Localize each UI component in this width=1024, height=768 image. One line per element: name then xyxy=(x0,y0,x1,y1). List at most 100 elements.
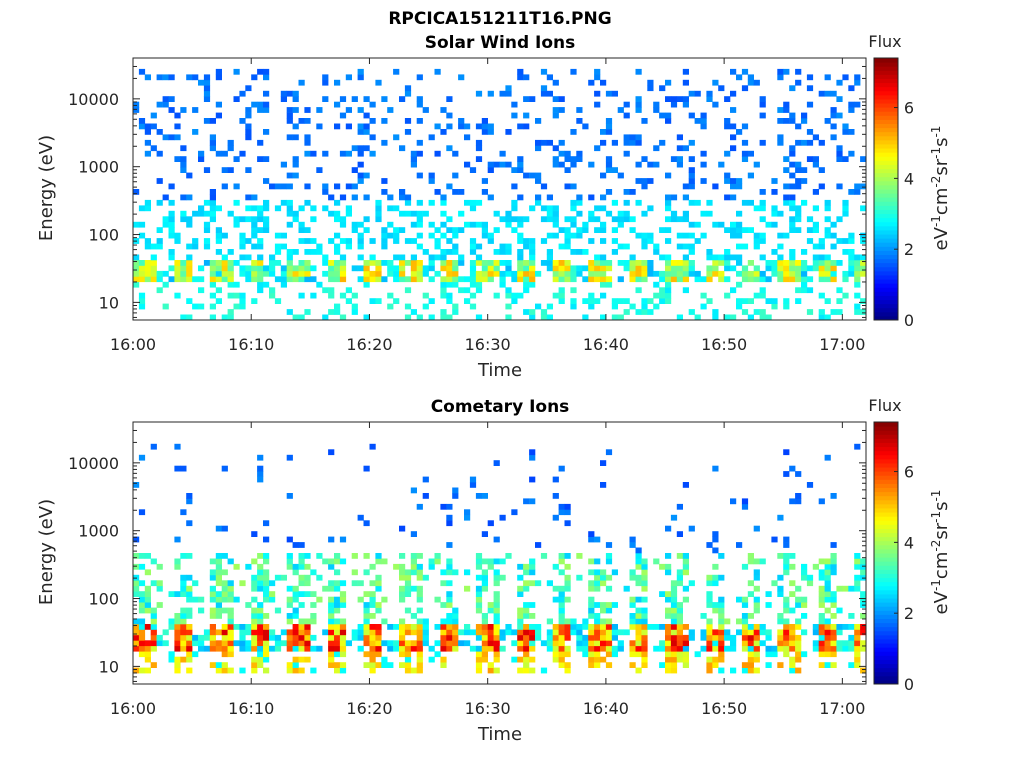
spectrogram-cell xyxy=(286,493,293,499)
colorbar-segment xyxy=(874,143,898,149)
spectrogram-cell xyxy=(257,254,264,261)
spectrogram-cell xyxy=(251,216,258,223)
spectrogram-cell xyxy=(440,309,447,315)
spectrogram-cell xyxy=(292,107,299,113)
spectrogram-cell xyxy=(186,645,193,652)
spectrogram-cell xyxy=(375,205,382,212)
spectrogram-cell xyxy=(446,640,453,647)
colorbar-segment xyxy=(874,565,898,570)
spectrogram-cell xyxy=(783,553,790,559)
spectrogram-cell xyxy=(257,276,264,283)
spectrogram-cell xyxy=(653,107,660,113)
spectrogram-cell xyxy=(588,613,595,619)
spectrogram-cell xyxy=(848,189,855,195)
spectrogram-cell xyxy=(712,79,719,86)
spectrogram-cell xyxy=(576,107,583,113)
spectrogram-cell xyxy=(221,629,228,636)
spectrogram-cell xyxy=(629,542,636,548)
spectrogram-cell xyxy=(523,563,530,570)
spectrogram-cell xyxy=(257,205,264,212)
spectrogram-cell xyxy=(369,134,376,141)
spectrogram-cell xyxy=(712,563,719,570)
spectrogram-cell xyxy=(133,254,140,261)
spectrogram-cell xyxy=(789,221,796,228)
spectrogram-cell xyxy=(523,265,530,272)
spectrogram-cell xyxy=(251,634,258,641)
spectrogram-cell xyxy=(138,292,146,299)
spectrogram-cell xyxy=(848,585,855,592)
spectrogram-cell xyxy=(422,640,429,647)
spectrogram-cell xyxy=(369,298,376,304)
spectrogram-cell xyxy=(186,172,193,179)
spectrogram-cell xyxy=(257,569,264,576)
spectrogram-cell xyxy=(428,172,435,179)
spectrogram-cell xyxy=(806,227,814,233)
spectrogram-cell xyxy=(292,134,299,141)
spectrogram-cell xyxy=(446,314,453,321)
spectrogram-cell xyxy=(860,558,867,565)
spectrogram-cell xyxy=(304,150,311,157)
spectrogram-cell xyxy=(789,183,796,190)
spectrogram-cell xyxy=(209,645,216,652)
colorbar-segment xyxy=(874,307,898,313)
spectrogram-cell xyxy=(375,645,382,652)
spectrogram-cell xyxy=(452,607,459,614)
spectrogram-cell xyxy=(730,232,737,239)
spectrogram-cell xyxy=(192,238,199,244)
spectrogram-cell xyxy=(404,662,412,668)
spectrogram-cell xyxy=(505,216,512,223)
spectrogram-cell xyxy=(286,585,293,592)
spectrogram-cell xyxy=(428,134,435,141)
spectrogram-cell xyxy=(428,276,435,283)
spectrogram-cell xyxy=(523,287,530,294)
spectrogram-cell xyxy=(292,156,299,162)
spectrogram-cell xyxy=(848,624,855,630)
spectrogram-cell xyxy=(493,265,500,272)
spectrogram-cell xyxy=(653,161,660,168)
spectrogram-cell xyxy=(209,210,216,217)
spectrogram-cell xyxy=(511,227,518,233)
spectrogram-cell xyxy=(582,265,589,272)
spectrogram-cell xyxy=(712,629,719,636)
spectrogram-cell xyxy=(665,199,672,206)
spectrogram-cell xyxy=(263,205,270,212)
spectrogram-cell xyxy=(617,276,624,283)
spectrogram-cell xyxy=(215,249,222,255)
x-axis-label: Time xyxy=(477,724,522,745)
spectrogram-cell xyxy=(446,227,453,233)
spectrogram-cell xyxy=(292,667,299,674)
spectrogram-cell xyxy=(818,613,825,619)
spectrogram-cell xyxy=(422,303,429,310)
spectrogram-cell xyxy=(174,292,181,299)
spectrogram-cell xyxy=(416,574,423,581)
spectrogram-cell xyxy=(576,118,583,124)
spectrogram-cell xyxy=(617,221,624,228)
spectrogram-cell xyxy=(215,569,222,576)
spectrogram-cell xyxy=(635,634,642,641)
spectrogram-cell xyxy=(363,123,370,130)
spectrogram-cell xyxy=(724,618,731,625)
spectrogram-cell xyxy=(818,254,825,261)
spectrogram-cell xyxy=(381,118,388,124)
spectrogram-cell xyxy=(351,265,358,272)
spectrogram-cell xyxy=(399,624,406,630)
spectrogram-cell xyxy=(659,563,666,570)
spectrogram-cell xyxy=(570,276,577,283)
spectrogram-cell xyxy=(511,629,518,636)
spectrogram-cell xyxy=(393,205,400,212)
spectrogram-cell xyxy=(576,629,583,636)
spectrogram-cell xyxy=(564,503,571,510)
spectrogram-cell xyxy=(263,265,270,272)
spectrogram-cell xyxy=(464,134,471,141)
spectrogram-cell xyxy=(245,624,252,630)
spectrogram-cell xyxy=(469,303,477,310)
spectrogram-cell xyxy=(670,596,678,603)
spectrogram-cell xyxy=(263,221,270,228)
spectrogram-cell xyxy=(469,645,477,652)
spectrogram-cell xyxy=(422,634,429,641)
spectrogram-cell xyxy=(251,607,258,614)
spectrogram-cell xyxy=(753,602,760,608)
spectrogram-cell xyxy=(600,265,607,272)
spectrogram-cell xyxy=(458,227,465,233)
spectrogram-cell xyxy=(363,607,370,614)
